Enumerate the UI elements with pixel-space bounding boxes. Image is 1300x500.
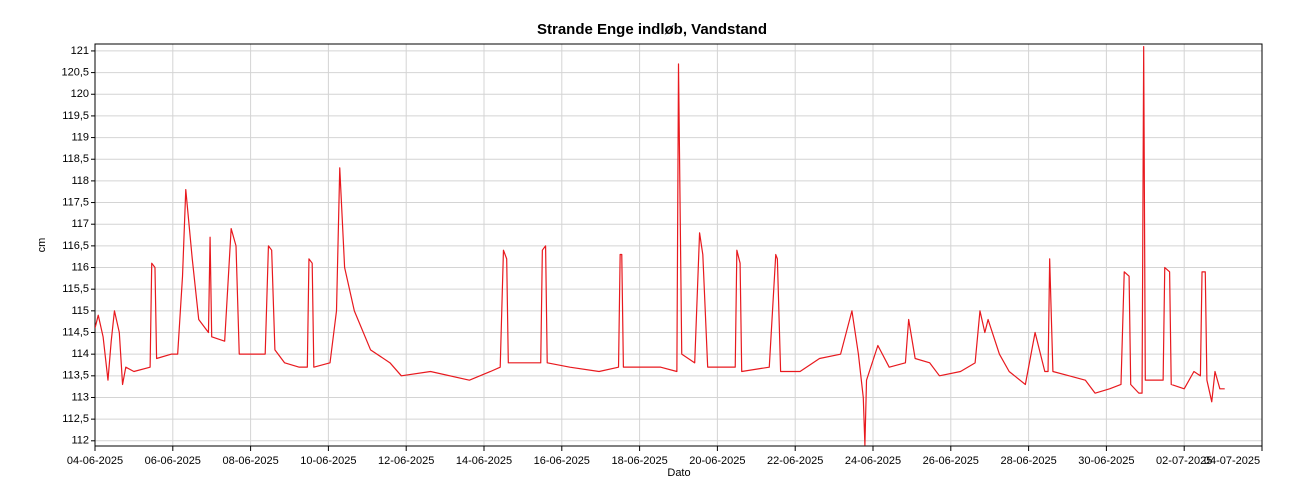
x-tick-label: 24-06-2025 — [845, 455, 901, 467]
x-tick-label: 22-06-2025 — [767, 455, 823, 467]
y-axis-title: cm — [36, 238, 48, 253]
y-tick-label: 121 — [71, 45, 89, 57]
y-tick-label: 114,5 — [62, 326, 89, 338]
y-tick-label: 112,5 — [62, 413, 89, 425]
x-tick-label: 20-06-2025 — [689, 455, 745, 467]
plot-frame — [94, 43, 1263, 447]
y-tick-label: 120,5 — [61, 66, 89, 78]
chart-title: Strande Enge indløb, Vandstand — [537, 21, 767, 38]
y-tick-label: 118,5 — [62, 153, 89, 165]
y-tick-label: 112 — [71, 435, 89, 447]
x-tick-label: 14-06-2025 — [456, 455, 512, 467]
y-tick-label: 117 — [71, 218, 89, 230]
y-tick-label: 119,5 — [62, 110, 89, 122]
x-tick-label: 10-06-2025 — [300, 455, 356, 467]
x-axis-title: Dato — [667, 467, 690, 479]
data-line — [95, 46, 1225, 446]
x-tick-label: 06-06-2025 — [145, 455, 201, 467]
y-tick-label: 115 — [71, 305, 89, 317]
x-tick-label: 12-06-2025 — [378, 455, 434, 467]
x-tick-label: 04-06-2025 — [67, 455, 123, 467]
y-tick-label: 115,5 — [62, 283, 89, 295]
x-tick-label: 16-06-2025 — [534, 455, 590, 467]
y-tick-label: 120 — [71, 88, 89, 100]
y-tick-label: 116 — [71, 261, 89, 273]
y-tick-label: 118 — [71, 175, 89, 187]
y-tick-label: 113 — [71, 391, 89, 403]
x-tick-label: 04-07-2025 — [1204, 455, 1260, 467]
x-tick-label: 28-06-2025 — [1000, 455, 1056, 467]
x-tick-label: 30-06-2025 — [1078, 455, 1134, 467]
y-tick-label: 119 — [71, 131, 89, 143]
y-tick-label: 114 — [71, 348, 89, 360]
x-tick-label: 18-06-2025 — [611, 455, 667, 467]
x-tick-label: 08-06-2025 — [222, 455, 278, 467]
y-tick-label: 113,5 — [62, 370, 89, 382]
y-tick-label: 116,5 — [62, 240, 89, 252]
x-tick-label: 26-06-2025 — [923, 455, 979, 467]
x-tick-label: 02-07-2025 — [1156, 455, 1212, 467]
y-tick-label: 117,5 — [62, 196, 89, 208]
